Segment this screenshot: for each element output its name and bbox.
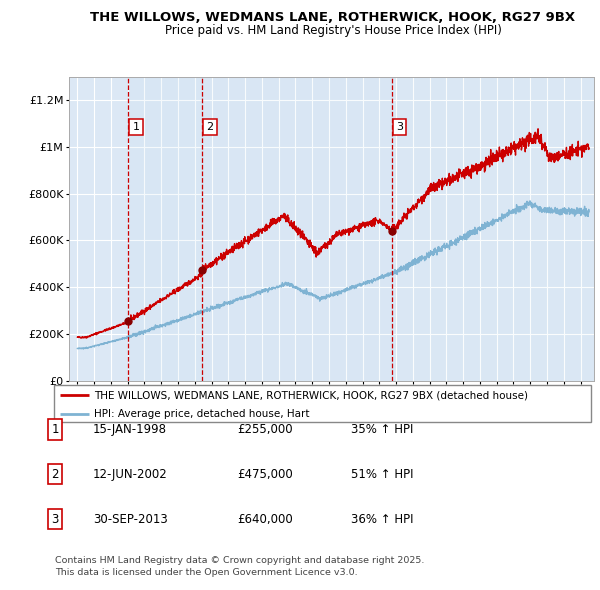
FancyBboxPatch shape	[54, 385, 591, 422]
Text: 12-JUN-2002: 12-JUN-2002	[93, 468, 168, 481]
Bar	[128, 77, 202, 381]
Text: 1: 1	[52, 423, 59, 436]
Text: This data is licensed under the Open Government Licence v3.0.: This data is licensed under the Open Gov…	[55, 568, 358, 576]
Text: £640,000: £640,000	[237, 513, 293, 526]
Text: 36% ↑ HPI: 36% ↑ HPI	[351, 513, 413, 526]
Text: 15-JAN-1998: 15-JAN-1998	[93, 423, 167, 436]
Text: 1: 1	[133, 122, 140, 132]
Text: 3: 3	[52, 513, 59, 526]
Bar	[202, 77, 392, 381]
Bar	[69, 77, 128, 381]
Bar	[392, 77, 594, 381]
Text: £255,000: £255,000	[237, 423, 293, 436]
Text: 35% ↑ HPI: 35% ↑ HPI	[351, 423, 413, 436]
Text: Price paid vs. HM Land Registry's House Price Index (HPI): Price paid vs. HM Land Registry's House …	[164, 24, 502, 37]
Text: 2: 2	[206, 122, 214, 132]
Text: 30-SEP-2013: 30-SEP-2013	[93, 513, 168, 526]
Text: THE WILLOWS, WEDMANS LANE, ROTHERWICK, HOOK, RG27 9BX (detached house): THE WILLOWS, WEDMANS LANE, ROTHERWICK, H…	[94, 390, 528, 400]
Text: Contains HM Land Registry data © Crown copyright and database right 2025.: Contains HM Land Registry data © Crown c…	[55, 556, 425, 565]
Text: £475,000: £475,000	[237, 468, 293, 481]
Text: THE WILLOWS, WEDMANS LANE, ROTHERWICK, HOOK, RG27 9BX: THE WILLOWS, WEDMANS LANE, ROTHERWICK, H…	[91, 11, 575, 24]
Text: 3: 3	[396, 122, 403, 132]
Text: HPI: Average price, detached house, Hart: HPI: Average price, detached house, Hart	[94, 409, 310, 419]
Text: 2: 2	[52, 468, 59, 481]
Text: 51% ↑ HPI: 51% ↑ HPI	[351, 468, 413, 481]
